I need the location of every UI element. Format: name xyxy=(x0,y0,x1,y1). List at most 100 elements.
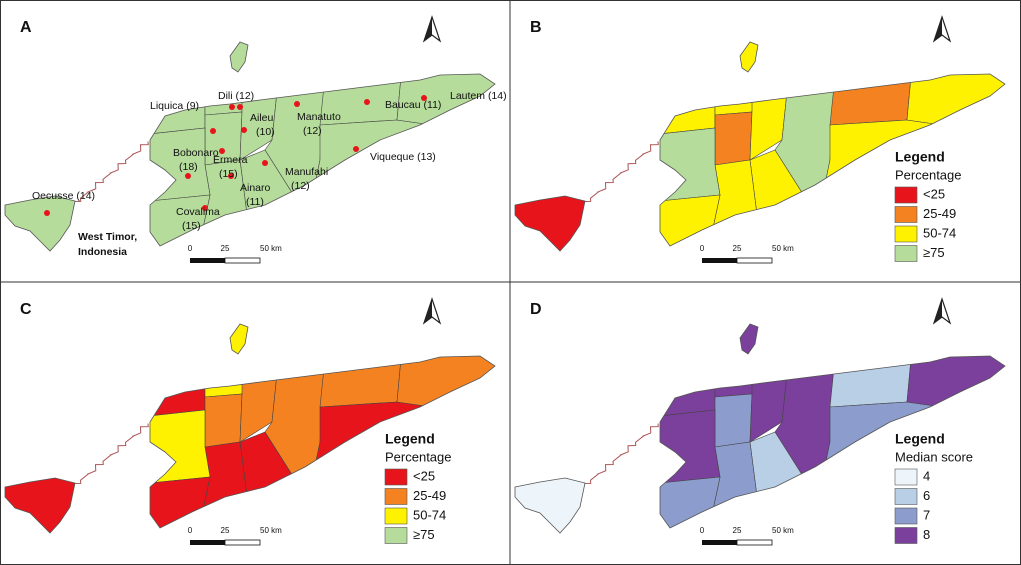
district-label: Oecusse (14) xyxy=(32,190,95,202)
island-outline xyxy=(149,355,496,529)
legend-title: Legend xyxy=(895,149,945,165)
district-marker xyxy=(229,104,235,110)
district-label: Lautem (14) xyxy=(450,90,507,102)
district-label: Ainaro xyxy=(240,182,271,194)
arrow-half xyxy=(424,17,432,41)
legend-swatch xyxy=(384,507,408,525)
legend-subtitle: Median score xyxy=(895,449,973,464)
district xyxy=(739,323,759,355)
scale-bar xyxy=(736,539,773,546)
region-label: Indonesia xyxy=(78,246,127,258)
legend-subtitle: Percentage xyxy=(895,167,962,182)
legend-swatch xyxy=(894,225,918,243)
legend-title: Legend xyxy=(895,431,945,447)
district-marker xyxy=(228,173,234,179)
legend-swatch xyxy=(894,527,918,544)
legend-swatch xyxy=(894,245,918,262)
district-label: (12) xyxy=(303,125,322,137)
legend-label: ≥75 xyxy=(413,527,435,542)
district xyxy=(4,477,76,534)
legend-label: 6 xyxy=(923,488,930,503)
district-marker xyxy=(353,146,359,152)
legend-swatch xyxy=(384,468,408,486)
district-marker xyxy=(237,104,243,110)
district-label: (15) xyxy=(219,168,238,180)
north-arrow xyxy=(422,15,442,43)
district-label: Aileu xyxy=(250,112,274,124)
district-marker xyxy=(421,95,427,101)
district-marker xyxy=(262,160,268,166)
district xyxy=(204,393,243,448)
district xyxy=(714,111,753,166)
district-label: Covalima xyxy=(176,206,220,218)
border-line xyxy=(72,423,149,484)
border-line xyxy=(582,423,659,484)
legend-label: ≥75 xyxy=(923,245,945,260)
district-label: Baucau (11) xyxy=(385,99,441,111)
north-arrow xyxy=(422,297,442,325)
district xyxy=(514,195,586,252)
district-marker xyxy=(202,205,208,211)
district-label: (12) xyxy=(291,180,310,192)
legend-label: <25 xyxy=(413,468,435,483)
legend-subtitle: Percentage xyxy=(385,449,452,464)
scale-bar xyxy=(702,258,737,263)
district-label: Viqueque (13) xyxy=(370,151,436,163)
district-label: (11) xyxy=(246,196,264,208)
district-marker xyxy=(185,173,191,179)
island-outline xyxy=(659,73,1006,247)
district-marker xyxy=(294,101,300,107)
district-label: (18) xyxy=(179,161,198,173)
legend-label: 7 xyxy=(923,507,930,522)
district-marker xyxy=(210,128,216,134)
district xyxy=(514,477,586,534)
scale-bar xyxy=(190,540,225,545)
district-label: (15) xyxy=(182,220,201,232)
scale-label: 50 km xyxy=(772,244,794,253)
legend-label: <25 xyxy=(923,186,945,201)
district-marker xyxy=(219,148,225,154)
panel-letter: C xyxy=(20,301,32,318)
arrow-half xyxy=(424,299,432,323)
scale-bar xyxy=(224,539,261,546)
border-line xyxy=(582,141,659,202)
legend-swatch xyxy=(384,527,408,544)
scale-label: 25 xyxy=(733,526,742,535)
district-marker xyxy=(44,210,50,216)
district xyxy=(229,41,249,73)
district xyxy=(4,195,76,252)
legend-swatch xyxy=(894,507,918,525)
legend-swatch xyxy=(894,468,918,486)
district-label: Dili (12) xyxy=(218,90,254,102)
panel-letter: A xyxy=(20,19,32,36)
district xyxy=(229,323,249,355)
panel-letter: D xyxy=(530,301,542,318)
legend-label: 50-74 xyxy=(923,225,956,240)
district xyxy=(739,41,759,73)
legend-label: 50-74 xyxy=(413,507,446,522)
scale-label: 25 xyxy=(221,244,230,253)
district-label: Bobonaro xyxy=(173,147,219,159)
scale-label: 25 xyxy=(221,526,230,535)
district-label: Manatuto xyxy=(297,111,341,123)
district-label: Liquica (9) xyxy=(150,100,199,112)
district-marker xyxy=(364,99,370,105)
arrow-half xyxy=(934,299,942,323)
legend-swatch xyxy=(894,206,918,223)
scale-label: 0 xyxy=(188,526,193,535)
legend-title: Legend xyxy=(385,431,435,447)
legend-swatch xyxy=(384,488,408,505)
north-arrow xyxy=(932,15,952,43)
scale-label: 0 xyxy=(700,526,705,535)
scale-label: 50 km xyxy=(260,526,282,535)
scale-label: 25 xyxy=(733,244,742,253)
border-line xyxy=(72,141,149,202)
district-label: (10) xyxy=(256,126,275,138)
scale-label: 50 km xyxy=(260,244,282,253)
legend-label: 25-49 xyxy=(413,488,446,503)
scale-bar xyxy=(736,257,773,264)
legend-label: 25-49 xyxy=(923,206,956,221)
legend-label: 4 xyxy=(923,468,930,483)
